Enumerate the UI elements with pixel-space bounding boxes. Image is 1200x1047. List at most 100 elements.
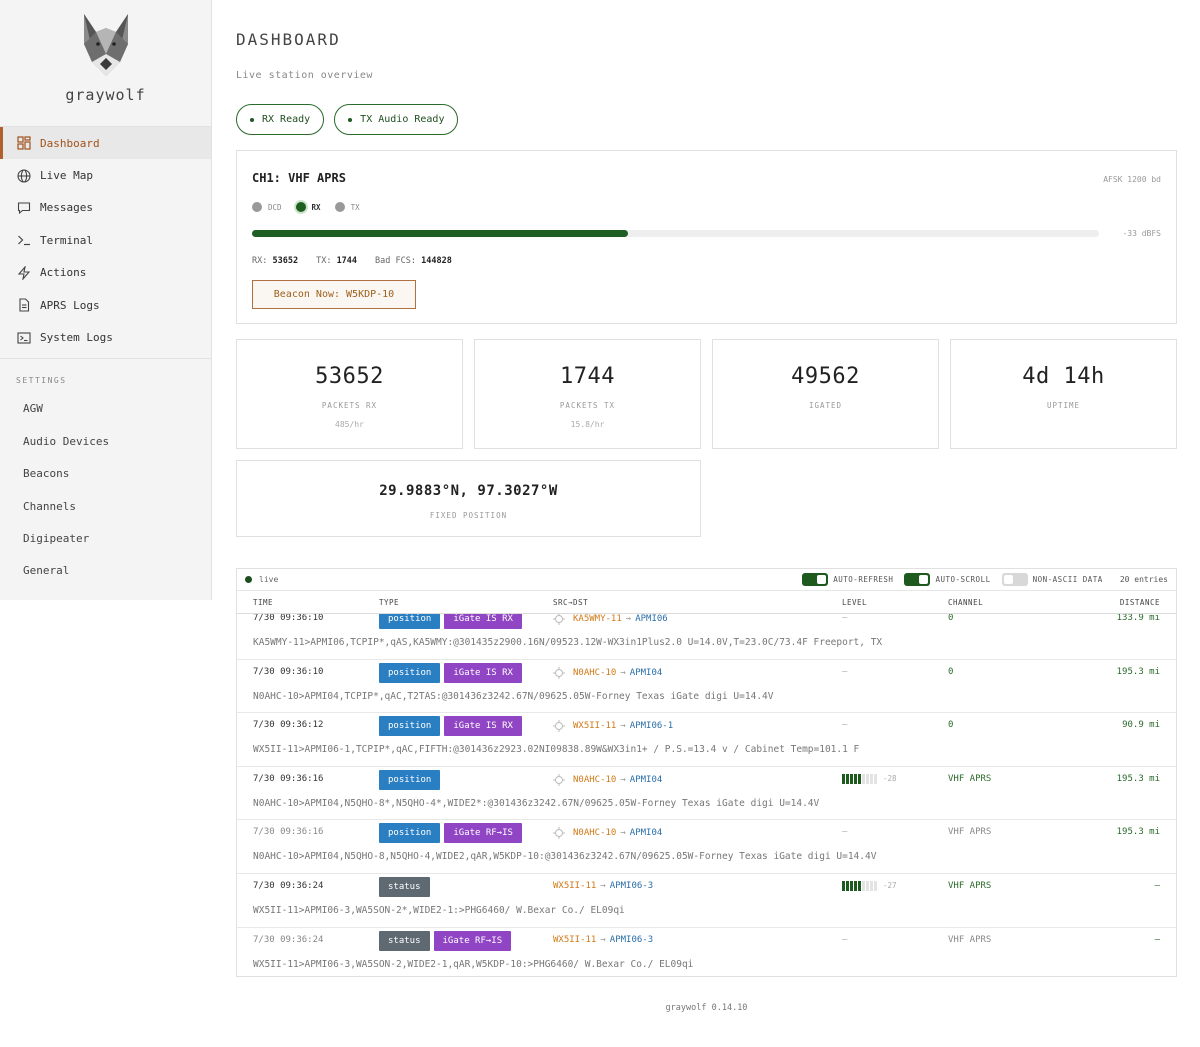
row-level: — xyxy=(842,720,847,730)
brand-name: graywolf xyxy=(65,86,146,104)
status-dot-icon xyxy=(348,117,353,122)
stat-value: 53652 xyxy=(315,364,384,389)
type-badge: iGate RF→IS xyxy=(444,823,522,844)
nav-label: Messages xyxy=(40,201,93,215)
row-destination: APMI06 xyxy=(635,614,668,624)
column-header-time[interactable]: TIME xyxy=(253,597,274,607)
table-row[interactable]: 7/30 09:36:10 position iGate IS RX N0AHC-10… xyxy=(237,660,1176,714)
type-badge: iGate IS RX xyxy=(444,609,522,629)
status-dot-icon xyxy=(250,117,254,122)
settings-item-channels[interactable]: Channels xyxy=(23,499,76,513)
row-time: 7/30 09:36:24 xyxy=(253,934,324,945)
stat-igated: 49562 IGATED xyxy=(712,339,939,449)
stat-label: UPTIME xyxy=(1046,401,1081,410)
row-time: 7/30 09:36:10 xyxy=(253,613,324,623)
stat-packets-rx: 53652 PACKETS RX 485/hr xyxy=(236,339,463,449)
row-time: 7/30 09:36:12 xyxy=(253,720,324,731)
table-row[interactable]: 7/30 09:36:10 position iGate IS RX KA5WMY-1… xyxy=(237,606,1176,660)
table-row[interactable]: 7/30 09:36:16 position N0AHC-10 → APMI04 -28 V… xyxy=(237,767,1176,821)
stat-fixed-position: 29.9883°N, 97.3027°W FIXED POSITION xyxy=(236,460,701,537)
row-level-text: — xyxy=(842,666,848,677)
led-lamp-icon xyxy=(334,202,345,212)
nav-item-messages[interactable]: Messages xyxy=(0,192,211,224)
nav-label: Dashboard xyxy=(40,136,100,150)
row-level: — xyxy=(842,827,847,837)
row-source[interactable]: N0AHC-10 xyxy=(573,774,617,785)
auto-scroll-toggle[interactable]: AUTO-SCROLL xyxy=(904,573,990,586)
row-source[interactable]: WX5II-11 xyxy=(573,721,617,732)
toggle-label: AUTO-SCROLL xyxy=(935,575,991,584)
nav-item-terminal[interactable]: Terminal xyxy=(0,224,211,256)
row-source[interactable]: N0AHC-10 xyxy=(573,667,617,678)
table-row[interactable]: 7/30 09:36:16 position iGate RF→IS N0AHC-10… xyxy=(237,820,1176,874)
column-header-channel[interactable]: CHANNEL xyxy=(948,597,984,607)
status-pills: RX Ready TX Audio Ready xyxy=(236,104,459,135)
row-time: 7/30 09:36:24 xyxy=(253,880,324,891)
arrow-icon: → xyxy=(600,880,606,891)
crosshair-icon xyxy=(553,773,565,786)
page-title: DASHBOARD xyxy=(236,30,341,49)
row-channel: VHF APRS xyxy=(948,880,992,891)
non-ascii-toggle[interactable]: NON-ASCII DATA xyxy=(1001,573,1103,586)
column-header-type[interactable]: TYPE xyxy=(379,597,400,607)
row-raw-packet: N0AHC-10>APMI04,TCPIP*,qAC,T2TAS:@301436… xyxy=(253,690,774,702)
table-row[interactable]: 7/30 09:36:12 position iGate IS RX WX5II-11… xyxy=(237,713,1176,767)
nav-item-system-logs[interactable]: System Logs xyxy=(0,321,211,353)
row-raw-packet: N0AHC-10>APMI04,N5QHO-8,N5QHO-4,WIDE2,qA… xyxy=(253,851,877,863)
nav-item-actions[interactable]: Actions xyxy=(0,257,211,289)
row-time: 7/30 09:36:10 xyxy=(253,666,324,677)
toggle-switch[interactable] xyxy=(802,573,829,586)
type-badge: position xyxy=(379,662,441,683)
column-header-level[interactable]: LEVEL xyxy=(842,597,868,607)
wolf-logo-icon xyxy=(83,14,128,76)
crosshair-icon xyxy=(553,827,565,840)
toggle-switch[interactable] xyxy=(1001,573,1028,586)
row-source[interactable]: WX5II-11 xyxy=(553,880,597,891)
type-badge: status xyxy=(379,876,430,897)
settings-item-audio-devices[interactable]: Audio Devices xyxy=(23,434,110,448)
type-badge: position xyxy=(379,769,441,790)
row-destination: APMI04 xyxy=(629,774,663,785)
settings-item-beacons[interactable]: Beacons xyxy=(23,467,70,481)
channel-counts: RX: 53652 TX: 1744 Bad FCS: 144828 xyxy=(252,256,452,266)
row-destination: APMI04 xyxy=(629,828,663,839)
nav-label: APRS Logs xyxy=(40,298,100,312)
row-source[interactable]: KA5WMY-11 xyxy=(573,614,622,624)
nav-item-aprs-logs[interactable]: APRS Logs xyxy=(0,289,211,321)
type-badge: iGate RF→IS xyxy=(433,930,512,951)
type-badge: iGate IS RX xyxy=(444,716,522,737)
row-raw-packet: WX5II-11>APMI06-3,WA5SON-2*,WIDE2-1:>PHG… xyxy=(253,904,625,916)
row-level-text: — xyxy=(842,613,848,623)
row-level: — xyxy=(842,667,847,677)
crosshair-icon xyxy=(553,666,565,679)
auto-refresh-toggle[interactable]: AUTO-REFRESH xyxy=(802,573,893,586)
column-header-src-dst[interactable]: SRC→DST xyxy=(553,597,589,607)
row-source[interactable]: N0AHC-10 xyxy=(573,828,617,839)
nav-item-live-map[interactable]: Live Map xyxy=(0,159,211,191)
type-badge: position xyxy=(379,716,441,737)
packet-log: live AUTO-REFRESH AUTO-SCROLL NON-ASCII … xyxy=(236,568,1177,977)
table-row[interactable]: 7/30 09:36:24 status WX5II-11 → APMI06-3 -27 V… xyxy=(237,874,1176,928)
led-label: TX xyxy=(350,202,360,212)
row-types: status iGate RF→IS xyxy=(379,930,512,951)
toggle-switch[interactable] xyxy=(904,573,931,586)
nav-label: Terminal xyxy=(40,233,93,247)
column-header-distance[interactable]: DISTANCE xyxy=(1119,597,1160,607)
row-src-dst: WX5II-11 → APMI06-3 xyxy=(553,935,653,945)
table-row[interactable]: 7/30 09:36:24 status iGate RF→IS WX5II-11 → A… xyxy=(237,928,1176,976)
row-src-dst: WX5II-11 → APMI06-1 xyxy=(553,720,673,733)
row-source[interactable]: WX5II-11 xyxy=(553,934,597,945)
led-tx: TX xyxy=(334,202,360,212)
settings-item-digipeater[interactable]: Digipeater xyxy=(23,531,90,545)
settings-item-general[interactable]: General xyxy=(23,564,70,578)
row-src-dst: N0AHC-10 → APMI04 xyxy=(553,827,663,840)
beacon-now-button[interactable]: Beacon Now: W5KDP-10 xyxy=(252,280,416,309)
tx-count: TX: 1744 xyxy=(316,256,358,266)
stat-label: IGATED xyxy=(808,401,843,410)
row-src-dst: KA5WMY-11 → APMI06 xyxy=(553,613,668,625)
row-distance: — xyxy=(1154,934,1160,945)
main-nav: Dashboard Live Map Messages Terminal Act… xyxy=(0,127,211,354)
stat-value: 49562 xyxy=(791,364,860,389)
nav-item-dashboard[interactable]: Dashboard xyxy=(0,127,211,160)
settings-item-agw[interactable]: AGW xyxy=(23,402,43,416)
